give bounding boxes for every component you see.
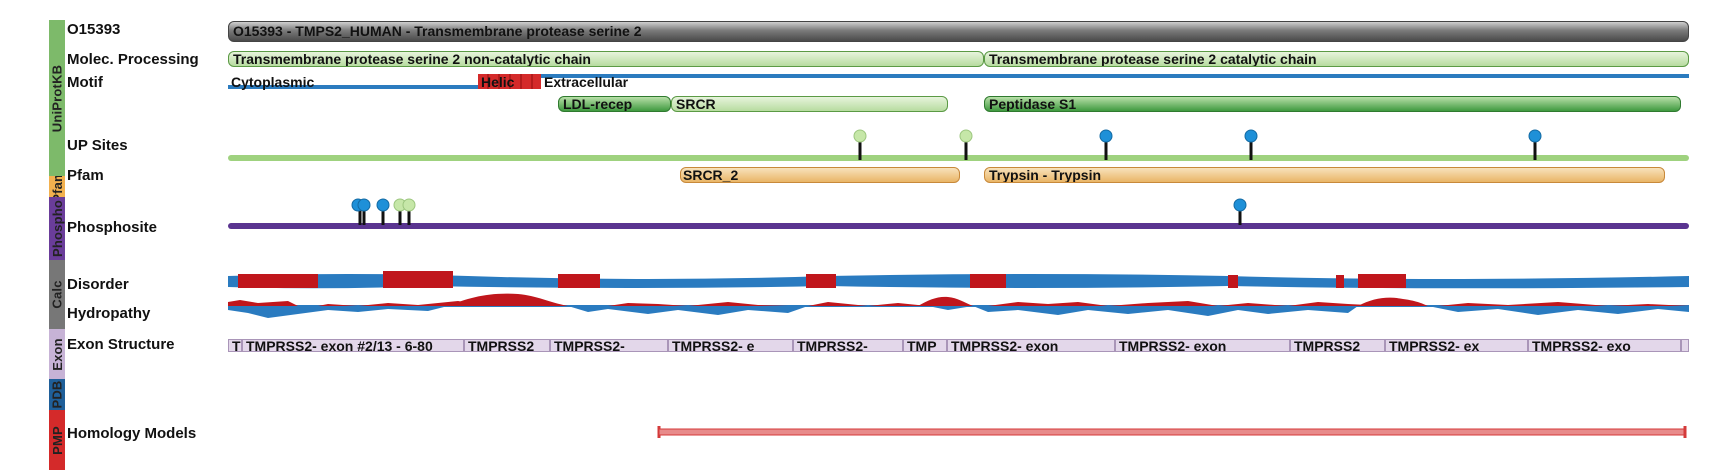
exon-segment[interactable]: TMPRSS2- [793,339,903,352]
exon-segment[interactable]: T [228,339,242,352]
chain-non-catalytic[interactable]: Transmembrane protease serine 2 non-cata… [228,51,984,67]
exon-segment[interactable]: TMPRSS2- exo [1528,339,1681,352]
phosphosite-pin[interactable] [1233,198,1247,225]
phosphosite-pin[interactable] [402,198,416,225]
exon-segment[interactable]: TMPRSS2- [550,339,668,352]
row-label-disorder: Disorder [67,276,129,293]
phosphosite-pin[interactable] [357,198,371,225]
exon-segment[interactable]: TMPRSS2- exon [1115,339,1290,352]
row-label-hydropathy: Hydropathy [67,305,151,322]
exon-segment[interactable] [1681,339,1689,352]
domain-ldl-receptor[interactable]: LDL-recep [558,96,671,112]
disorder-track[interactable] [228,270,1689,290]
row-label-molec-processing: Molec. Processing [67,51,199,68]
exon-segment[interactable]: TMPRSS2- e [668,339,793,352]
topology-extracellular-label: Extracellular [544,74,629,90]
topology-helix-label: Helic [481,74,515,90]
domain-srcr[interactable]: SRCR [671,96,948,112]
up-site-pin[interactable] [1244,129,1258,160]
up-site-pin[interactable] [1528,129,1542,160]
pfam-srcr-2[interactable]: SRCR_2 [680,167,960,183]
sidebar-pmp: PMP [49,410,65,470]
protein-bar[interactable]: O15393 - TMPS2_HUMAN - Transmembrane pro… [228,21,1689,42]
topology-extracellular-line[interactable] [541,74,1689,78]
sidebar-pdb: PDB [49,379,65,410]
topology-cytoplasmic-label: Cytoplasmic [231,74,315,90]
phosphosite-track-line [228,223,1689,229]
up-sites-markers [853,129,1542,160]
row-label-accession: O15393 [67,21,121,38]
row-label-up-sites: UP Sites [67,137,128,154]
exon-segment[interactable]: TMP [903,339,947,352]
domain-peptidase-s1[interactable]: Peptidase S1 [984,96,1681,112]
homology-model-bar[interactable] [655,425,1690,439]
sidebar-calc: Calc [49,260,65,329]
up-site-pin[interactable] [853,129,867,160]
sidebar-uniprotkb: UniProtKB [49,20,65,176]
exon-segment[interactable]: TMPRSS2 [1290,339,1385,352]
row-label-pfam: Pfam [67,167,104,184]
row-label-motif: Motif [67,74,103,91]
up-site-pin[interactable] [959,129,973,160]
row-label-exon-structure: Exon Structure [67,336,175,353]
up-site-pin[interactable] [1099,129,1113,160]
phosphosite-pin[interactable] [376,198,390,225]
exon-segment[interactable]: TMPRSS2- exon [947,339,1115,352]
hydropathy-track[interactable] [228,288,1689,324]
phosphosite-markers [351,198,1247,225]
chain-catalytic[interactable]: Transmembrane protease serine 2 catalyti… [984,51,1689,67]
exon-segment[interactable]: TMPRSS2- exon #2/13 - 6-80 [242,339,464,352]
pfam-trypsin[interactable]: Trypsin - Trypsin [984,167,1665,183]
row-label-phosphosite: Phosphosite [67,219,158,236]
sidebar-phospho: Phospho [49,197,65,260]
row-label-homology-models: Homology Models [67,425,197,442]
topology-cytoplasmic-line[interactable] [228,85,478,89]
sidebar-pfam: Pfam [49,176,65,197]
exon-segment[interactable]: TMPRSS2- ex [1385,339,1528,352]
exon-segment[interactable]: TMPRSS2 [464,339,550,352]
sidebar-exon: Exon [49,329,65,379]
up-sites-track-line [228,155,1689,161]
topology-helix[interactable] [478,74,541,89]
